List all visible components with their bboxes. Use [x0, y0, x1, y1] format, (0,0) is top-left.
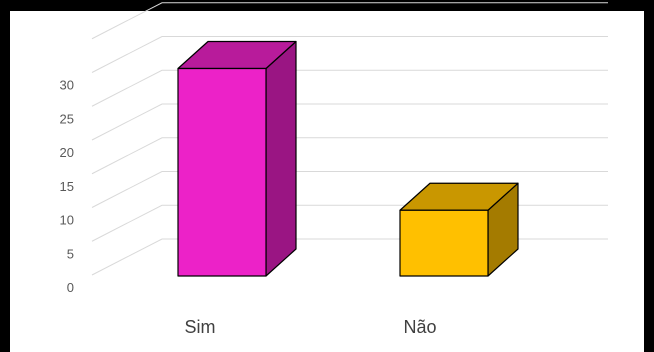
- x-category-label: Não: [403, 317, 436, 337]
- bar-não: [399, 182, 519, 277]
- gridline: [91, 171, 608, 208]
- y-tick-label: 0: [67, 280, 74, 295]
- gridline: [91, 238, 608, 276]
- y-tick-label: 10: [60, 213, 74, 228]
- gridline: [91, 204, 608, 242]
- gridline: [91, 2, 608, 40]
- gridline: [91, 69, 608, 107]
- gridline: [91, 36, 608, 73]
- y-tick-label: 20: [60, 145, 74, 160]
- x-axis: Sim Não: [185, 317, 437, 337]
- gridline: [91, 103, 608, 141]
- y-tick-label: 30: [60, 78, 74, 93]
- bar-side: [265, 40, 297, 277]
- y-tick-label: 25: [60, 111, 74, 126]
- y-axis: 0 5 10 15 20 25 30: [60, 78, 74, 296]
- bar-front: [177, 67, 267, 277]
- bar-front: [399, 209, 489, 277]
- gridline: [91, 137, 608, 175]
- bars: [177, 40, 519, 277]
- x-category-label: Sim: [185, 317, 216, 337]
- y-tick-label: 15: [60, 179, 74, 194]
- y-tick-label: 5: [67, 246, 74, 261]
- bar-sim: [177, 40, 297, 277]
- grid-layer: [91, 2, 608, 276]
